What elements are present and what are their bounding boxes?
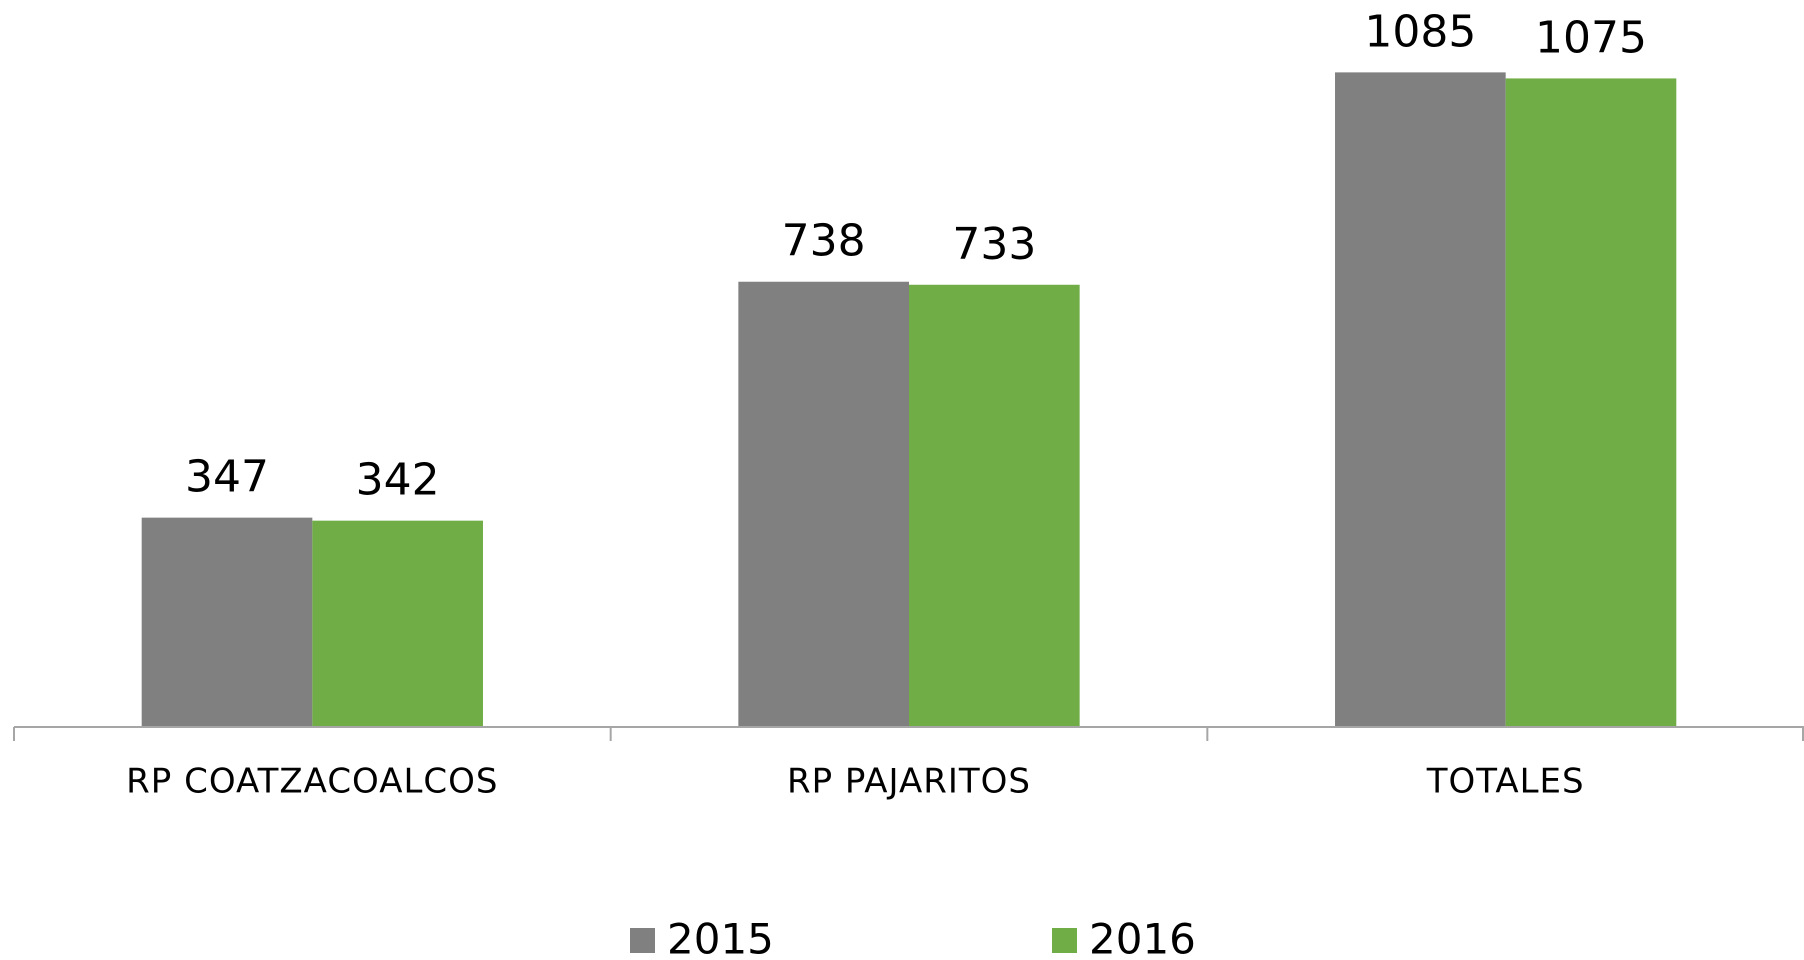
data-label: 347 bbox=[185, 452, 269, 503]
data-label: 733 bbox=[952, 219, 1036, 270]
bar bbox=[1505, 78, 1677, 727]
data-label: 1075 bbox=[1535, 12, 1647, 63]
legend-label: 2015 bbox=[667, 915, 774, 960]
x-tick-label: RP COATZACOALCOS bbox=[126, 762, 498, 802]
bar bbox=[141, 517, 313, 727]
data-label: 1085 bbox=[1364, 6, 1476, 57]
bar bbox=[1335, 72, 1506, 728]
data-label: 738 bbox=[782, 216, 866, 267]
bar bbox=[738, 281, 909, 727]
x-tick-label: TOTALES bbox=[1426, 762, 1585, 802]
bar bbox=[909, 284, 1080, 727]
bar bbox=[312, 520, 483, 727]
legend-label: 2016 bbox=[1089, 915, 1196, 960]
data-label: 342 bbox=[356, 455, 440, 506]
legend-swatch bbox=[630, 928, 655, 953]
x-tick-label: RP PAJARITOS bbox=[787, 762, 1031, 802]
legend-swatch bbox=[1052, 928, 1077, 953]
